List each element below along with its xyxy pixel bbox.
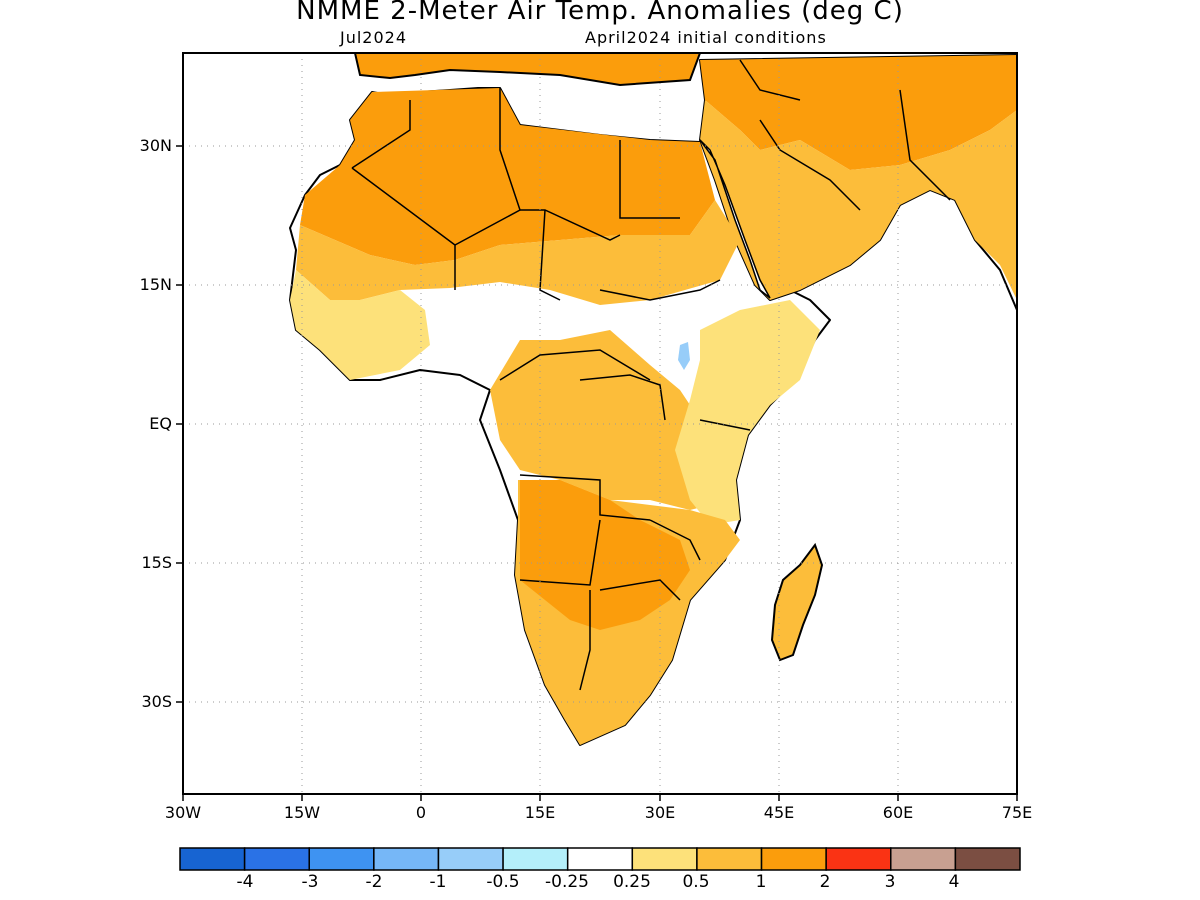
colorbar-label: -0.25 bbox=[545, 872, 589, 892]
anomaly-central-africa-1c bbox=[490, 330, 730, 510]
gridlines bbox=[183, 53, 1017, 794]
lat-label-30s: 30S bbox=[141, 692, 172, 711]
colorbar-label: 0.5 bbox=[682, 872, 710, 892]
colorbar-label: -4 bbox=[236, 872, 254, 892]
forecast-month: Jul2024 bbox=[340, 28, 408, 47]
colorbar-swatch bbox=[373, 847, 440, 871]
colorbar-label: -1 bbox=[429, 872, 447, 892]
colorbar-label: 3 bbox=[884, 872, 896, 892]
colorbar-label: -2 bbox=[365, 872, 383, 892]
colorbar bbox=[179, 847, 1021, 871]
colorbar-swatch bbox=[825, 847, 892, 871]
lon-label-75e: 75E bbox=[1001, 803, 1033, 822]
lat-label-15n: 15N bbox=[139, 275, 172, 294]
lon-label-0: 0 bbox=[415, 803, 427, 822]
anomaly-southern-africa-2c bbox=[520, 480, 690, 630]
colorbar-label: 2 bbox=[819, 872, 831, 892]
lon-label-30w: 30W bbox=[164, 803, 202, 822]
lon-label-45e: 45E bbox=[763, 803, 795, 822]
lon-label-60e: 60E bbox=[882, 803, 914, 822]
colorbar-swatch bbox=[308, 847, 375, 871]
initial-conditions: April2024 initial conditions bbox=[585, 28, 827, 47]
colorbar-swatch bbox=[954, 847, 1021, 871]
colorbar-label: 0.25 bbox=[613, 872, 651, 892]
colorbar-swatch bbox=[631, 847, 698, 871]
colorbar-label: 1 bbox=[755, 872, 767, 892]
country-borders bbox=[351, 59, 951, 691]
colorbar-swatch bbox=[566, 847, 634, 871]
colorbar-label: 4 bbox=[948, 872, 960, 892]
colorbar-label: -0.5 bbox=[486, 872, 520, 892]
anomaly-sahel-1c bbox=[296, 200, 740, 305]
anomaly-lake-victoria-negative bbox=[678, 342, 690, 370]
southern-europe bbox=[353, 53, 702, 87]
colorbar-swatch bbox=[502, 847, 569, 871]
colorbar-label: -3 bbox=[301, 872, 319, 892]
anomaly-west-africa-half bbox=[290, 270, 430, 380]
map-title: NMME 2-Meter Air Temp. Anomalies (deg C) bbox=[296, 0, 904, 26]
axis-ticks bbox=[176, 145, 1018, 801]
lat-label-eq: EQ bbox=[149, 414, 172, 433]
red-sea bbox=[699, 139, 771, 299]
colorbar-swatch bbox=[179, 847, 246, 871]
lon-label-30e: 30E bbox=[644, 803, 676, 822]
lon-label-15w: 15W bbox=[283, 803, 321, 822]
lat-label-15s: 15S bbox=[141, 553, 172, 572]
madagascar bbox=[770, 542, 824, 662]
anomaly-north-africa-2c bbox=[300, 88, 715, 265]
lat-label-30n: 30N bbox=[139, 136, 172, 155]
lon-label-15e: 15E bbox=[524, 803, 556, 822]
colorbar-swatch bbox=[437, 847, 504, 871]
colorbar-swatch bbox=[760, 847, 827, 871]
colorbar-swatch bbox=[890, 847, 957, 871]
colorbar-swatch bbox=[696, 847, 763, 871]
colorbar-swatch bbox=[243, 847, 310, 871]
anomaly-east-africa-half bbox=[675, 300, 820, 525]
